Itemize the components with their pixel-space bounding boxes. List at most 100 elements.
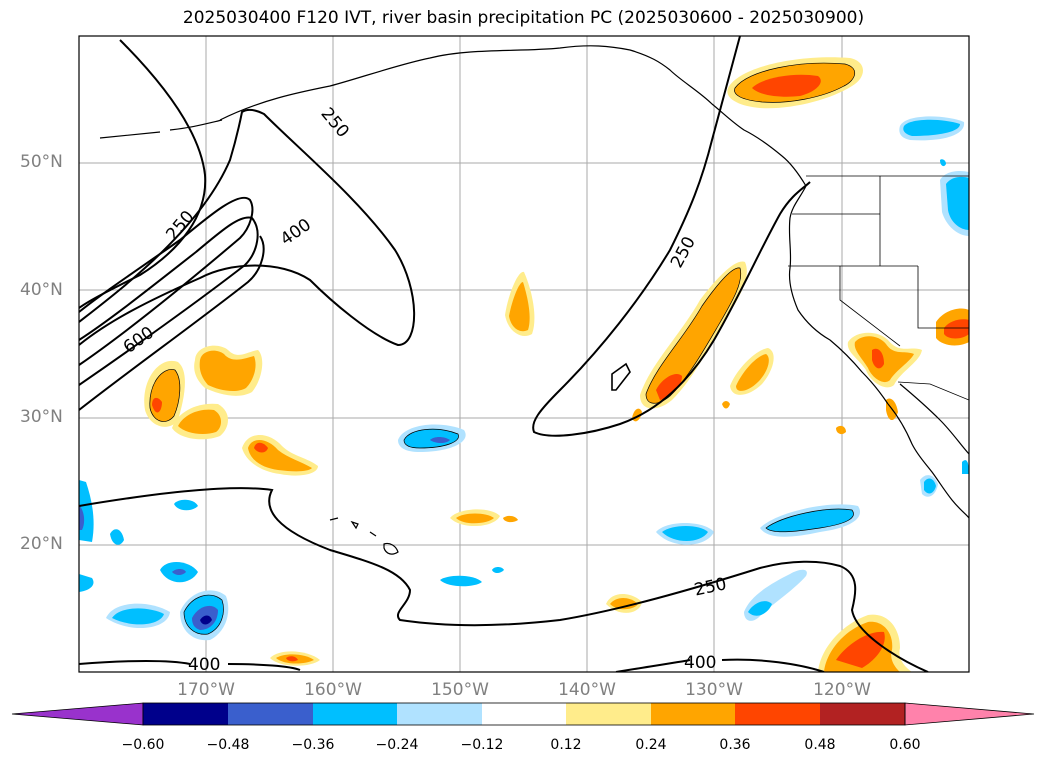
colorbar-segment xyxy=(820,703,905,725)
ivt-contour-250 xyxy=(79,108,416,347)
ivt-contour-250 xyxy=(79,39,207,309)
precip-blob-negative xyxy=(946,176,969,230)
lat-label-30n: 30°N xyxy=(20,407,63,427)
map-title: 2025030400 F120 IVT, river basin precipi… xyxy=(182,8,865,28)
precip-blob-positive xyxy=(254,442,268,453)
colorbar-extend-high xyxy=(904,702,1035,726)
contour-label: 250 xyxy=(693,574,729,600)
colorbar-tick-label: −0.60 xyxy=(121,737,165,753)
precip-blob-negative xyxy=(962,460,969,474)
contour-label: 400 xyxy=(188,655,220,675)
ivt-contour-250-south xyxy=(79,487,929,672)
coastline-layer xyxy=(99,45,969,555)
hawaii-islands xyxy=(329,517,399,555)
precip-blob-negative xyxy=(662,526,708,541)
colorbar-segment xyxy=(143,703,228,725)
ivt-contour-400-south-left xyxy=(79,660,191,665)
map-frame xyxy=(78,35,970,673)
precip-blob-positive xyxy=(286,656,298,662)
border-us-mex xyxy=(897,381,969,401)
lon-label-170w: 170°W xyxy=(177,680,235,700)
ivt-contours xyxy=(79,36,929,672)
ivt-contour-400-south-right xyxy=(615,658,825,672)
ivt-contour-400 xyxy=(79,196,254,366)
contour-label: 400 xyxy=(684,653,716,673)
colorbar-tick-label: 0.48 xyxy=(804,737,836,753)
precip-blob-positive xyxy=(178,409,221,434)
precip-blob-positive xyxy=(199,350,256,392)
precip-blob-negative xyxy=(940,159,946,167)
precip-blob-negative xyxy=(748,601,772,616)
colorbar-tick-label: 0.12 xyxy=(550,737,582,753)
precip-blob-negative xyxy=(174,499,198,511)
colorbar-segment xyxy=(651,703,735,725)
precip-blob-positive xyxy=(752,74,821,97)
colorbar-frame xyxy=(142,702,906,726)
precip-blob-positive xyxy=(503,515,518,523)
precip-blob-negative xyxy=(200,615,212,625)
map-plot-area: 250 250 400 600 250 250 400 400 xyxy=(79,36,969,675)
ivt-contour-600b xyxy=(79,235,265,411)
precip-blob-positive xyxy=(836,631,885,668)
colorbar-segment xyxy=(735,703,820,725)
coastline-baja xyxy=(887,403,969,519)
coastline-mexico-inner xyxy=(899,383,969,455)
precip-blob-negative xyxy=(766,509,854,532)
coastline-alaska xyxy=(219,45,807,187)
precip-blob-positive xyxy=(456,513,494,524)
precip-blob-negative xyxy=(79,505,85,530)
colorbar-segment xyxy=(313,703,397,725)
blob-outline xyxy=(734,62,855,103)
colorbar-segment xyxy=(566,703,651,725)
blob-outline xyxy=(149,369,181,422)
blob-outline xyxy=(765,508,854,533)
lat-label-50n: 50°N xyxy=(20,152,63,172)
state-borders xyxy=(788,175,969,401)
colorbar-tick-label: −0.12 xyxy=(460,737,504,753)
colorbar-segment xyxy=(397,703,482,725)
lon-label-140w: 140°W xyxy=(558,680,616,700)
colorbar-segment xyxy=(228,703,313,725)
precip-blob-positive xyxy=(509,282,530,332)
precip-blob-positive xyxy=(152,397,162,413)
border-nv xyxy=(917,266,969,329)
colorbar-segment xyxy=(482,703,566,725)
lon-label-120w: 120°W xyxy=(813,680,871,700)
contour-label: 250 xyxy=(317,104,353,142)
precip-blob-negative xyxy=(440,575,482,587)
contour-label: 250 xyxy=(667,233,700,271)
precip-blob-positive xyxy=(872,348,884,369)
colorbar-tick-label: 0.24 xyxy=(635,737,667,753)
precip-blob-negative xyxy=(112,608,164,625)
colorbar-tick-label: −0.24 xyxy=(375,737,419,753)
blob-outline xyxy=(645,267,742,404)
precip-blob-negative xyxy=(903,119,960,136)
precip-blob-positive xyxy=(836,425,846,435)
precip-blob-positive xyxy=(656,373,682,400)
lat-label-20n: 20°N xyxy=(20,534,63,554)
lon-label-130w: 130°W xyxy=(685,680,743,700)
colorbar-tick-label: 0.60 xyxy=(889,737,921,753)
blob-outline xyxy=(183,594,224,635)
precip-blob-positive xyxy=(646,267,741,404)
precip-blob-negative xyxy=(924,478,936,494)
blob-outline xyxy=(403,428,459,449)
border-ca-nv xyxy=(839,266,901,347)
precip-blob-positive xyxy=(854,336,914,383)
colorbar-extend-low xyxy=(11,702,144,726)
contour-label: 400 xyxy=(277,215,315,250)
coastline-aleutians xyxy=(99,119,223,139)
lon-label-160w: 160°W xyxy=(304,680,362,700)
colorbar-tick-label: −0.48 xyxy=(206,737,250,753)
precip-blob-negative xyxy=(492,567,504,573)
lat-label-40n: 40°N xyxy=(20,280,63,300)
precip-blob-negative xyxy=(110,529,124,545)
ivt-contour-400-south-left-b xyxy=(227,663,301,671)
precip-blob-positive xyxy=(736,354,769,391)
colorbar-tick-label: 0.36 xyxy=(719,737,751,753)
colorbar xyxy=(11,702,1035,726)
blob-outline-layer xyxy=(149,62,855,635)
ivt-contour-small xyxy=(611,362,631,391)
precip-blob-positive xyxy=(610,598,638,610)
